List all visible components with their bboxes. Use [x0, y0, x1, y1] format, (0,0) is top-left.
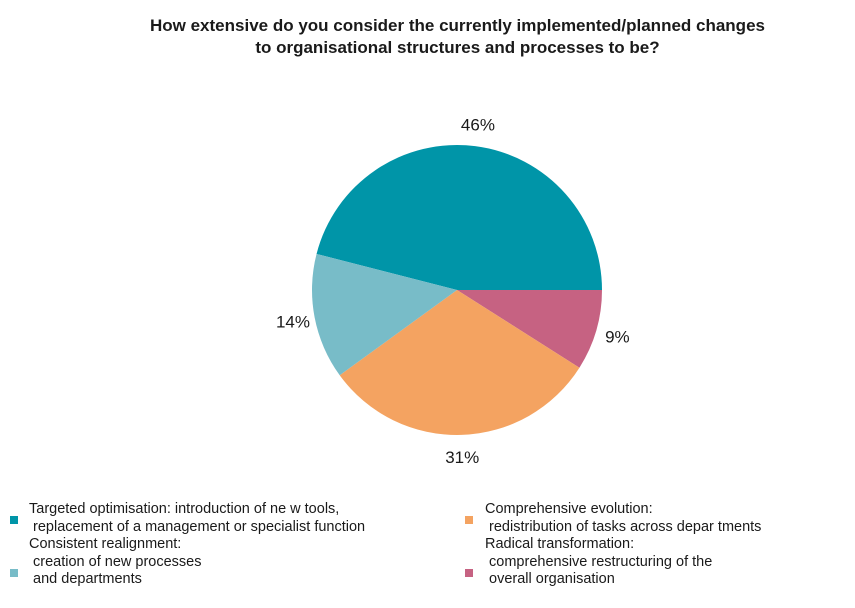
legend-entry-2-line-2: redistribution of tasks across depar tme…	[485, 518, 762, 535]
pie-slice-label-3: 31%	[445, 448, 479, 467]
legend-entry-3-line-1: Consistent realignment:	[29, 536, 182, 552]
legend-entry-1: Targeted optimisation: introduction of n…	[29, 501, 365, 536]
chart-title: How extensive do you consider the curren…	[30, 15, 855, 59]
legend-entry-3: Consistent realignment: creation of new …	[29, 536, 201, 589]
legend-entry-3-line-2: creation of new processes	[29, 553, 202, 570]
legend-entry-4-line-2: comprehensive restructuring of the	[485, 553, 713, 570]
legend-swatch-1	[10, 516, 18, 524]
pie-slice-4	[312, 253, 457, 376]
legend-entry-3-line-3: and departments	[29, 571, 142, 587]
chart-title-line-2: to organisational structures and process…	[255, 38, 660, 57]
legend-entry-4-line-3: overall organisation	[485, 571, 615, 587]
pie-slice-label-1: 46%	[461, 115, 495, 134]
pie-slice-3	[339, 290, 580, 435]
legend-entry-1-line-1: Targeted optimisation: introduction of n…	[29, 501, 340, 517]
legend-entry-2: Comprehensive evolution: redistribution …	[485, 501, 761, 536]
legend-swatch-2	[465, 516, 473, 524]
legend-swatch-3	[10, 569, 18, 577]
pie-slice-label-2: 9%	[605, 328, 630, 347]
legend-entry-2-line-1: Comprehensive evolution:	[485, 501, 653, 517]
pie-slice-1	[316, 144, 602, 290]
pie-slice-2	[457, 290, 602, 368]
pie-slice-label-4: 14%	[276, 312, 310, 331]
legend-entry-4: Radical transformation: comprehensive re…	[485, 536, 712, 589]
legend-entry-4-line-1: Radical transformation:	[485, 536, 635, 552]
legend-swatch-4	[465, 569, 473, 577]
legend-entry-1-line-2: replacement of a management or specialis…	[29, 518, 366, 535]
chart-title-line-1: How extensive do you consider the curren…	[150, 16, 765, 35]
